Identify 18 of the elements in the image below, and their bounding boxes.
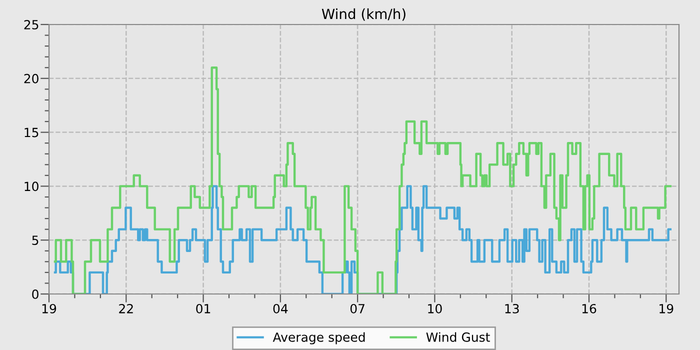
x-tick-label: 10 [428,304,442,314]
y-tick-label: 15 [24,128,38,138]
legend-label: Average speed [272,332,365,344]
x-tick-label: 19 [42,304,56,314]
y-tick-label: 10 [24,182,38,192]
y-tick-label: 0 [32,289,38,299]
legend-label: Wind Gust [426,332,490,342]
y-tick-label: 5 [32,236,38,246]
x-tick-label: 07 [350,304,364,314]
y-tick-label: 20 [24,74,38,84]
x-tick-label: 04 [273,304,288,314]
chart-title: Wind (km/h) [322,8,406,21]
x-tick-label: 19 [660,304,674,314]
x-tick-label: 13 [505,304,519,314]
x-tick-label: 01 [196,304,210,314]
x-tick-label: 22 [119,304,133,314]
y-tick-label: 25 [24,20,38,30]
x-tick-label: 16 [582,304,596,314]
